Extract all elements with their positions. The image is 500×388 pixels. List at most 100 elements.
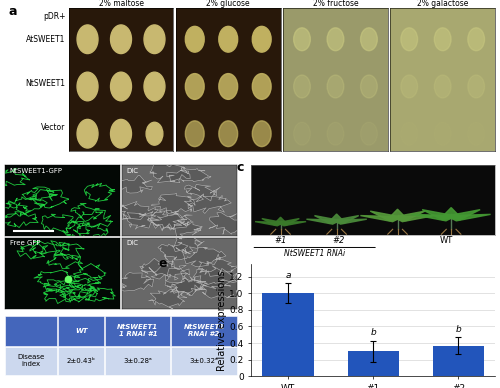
Polygon shape <box>150 211 192 230</box>
Y-axis label: Relative expressions: Relative expressions <box>216 270 226 371</box>
Text: AtSWEET1: AtSWEET1 <box>26 35 66 44</box>
FancyBboxPatch shape <box>172 347 236 375</box>
Polygon shape <box>172 276 207 296</box>
Text: a: a <box>8 5 16 18</box>
Polygon shape <box>277 222 306 226</box>
Polygon shape <box>441 208 462 218</box>
Title: 2% fructose: 2% fructose <box>312 0 358 8</box>
Circle shape <box>327 28 344 51</box>
Polygon shape <box>149 261 189 281</box>
Text: c: c <box>236 161 244 174</box>
Circle shape <box>327 122 344 145</box>
Polygon shape <box>168 221 202 237</box>
Polygon shape <box>184 184 220 202</box>
Polygon shape <box>184 194 232 213</box>
Bar <box>348 352 399 376</box>
Circle shape <box>468 75 484 98</box>
Circle shape <box>219 121 238 147</box>
Text: pDR+: pDR+ <box>43 12 66 21</box>
Text: WT: WT <box>75 327 88 334</box>
Polygon shape <box>198 260 240 276</box>
Text: DIC: DIC <box>127 241 139 246</box>
Text: WT: WT <box>440 236 453 245</box>
Circle shape <box>360 122 378 145</box>
Polygon shape <box>148 211 186 231</box>
Polygon shape <box>150 164 190 183</box>
Polygon shape <box>209 212 249 234</box>
Circle shape <box>401 28 417 51</box>
Circle shape <box>110 25 132 54</box>
Text: a: a <box>285 271 290 280</box>
Circle shape <box>144 72 165 101</box>
Circle shape <box>468 28 484 51</box>
FancyBboxPatch shape <box>106 316 170 346</box>
Circle shape <box>434 28 451 51</box>
Text: 3±0.32ᵃ: 3±0.32ᵃ <box>190 358 218 364</box>
Polygon shape <box>165 276 203 296</box>
Polygon shape <box>184 247 226 267</box>
Text: Free GFP: Free GFP <box>10 241 40 246</box>
Polygon shape <box>172 233 204 254</box>
Text: Disease
index: Disease index <box>18 355 44 367</box>
Circle shape <box>252 121 271 147</box>
Circle shape <box>434 75 451 98</box>
Polygon shape <box>152 193 195 215</box>
Polygon shape <box>442 210 480 220</box>
Title: 2% glucose: 2% glucose <box>206 0 250 8</box>
Circle shape <box>186 121 204 147</box>
Text: b: b <box>456 325 461 334</box>
FancyBboxPatch shape <box>58 347 104 375</box>
Circle shape <box>219 26 238 52</box>
Circle shape <box>401 75 417 98</box>
Polygon shape <box>389 211 425 221</box>
Bar <box>433 346 484 376</box>
Text: 3±0.28ᵃ: 3±0.28ᵃ <box>124 358 152 364</box>
Circle shape <box>186 26 204 52</box>
Polygon shape <box>262 218 286 225</box>
Circle shape <box>219 74 238 99</box>
Text: NtSWEET1
1 RNAi #1: NtSWEET1 1 RNAi #1 <box>118 324 158 337</box>
Circle shape <box>327 75 344 98</box>
Polygon shape <box>328 214 344 222</box>
Text: 2±0.43ᵇ: 2±0.43ᵇ <box>66 358 96 364</box>
Polygon shape <box>158 242 190 261</box>
FancyBboxPatch shape <box>6 347 57 375</box>
Polygon shape <box>201 280 244 298</box>
Circle shape <box>294 75 310 98</box>
Polygon shape <box>167 167 210 182</box>
Point <box>64 276 72 282</box>
FancyBboxPatch shape <box>6 316 57 346</box>
Circle shape <box>252 26 271 52</box>
Polygon shape <box>306 219 340 224</box>
Title: 2% galactose: 2% galactose <box>417 0 469 8</box>
Circle shape <box>146 122 163 145</box>
Polygon shape <box>422 210 460 220</box>
Polygon shape <box>314 216 344 223</box>
Polygon shape <box>332 219 367 224</box>
Polygon shape <box>388 209 407 219</box>
Polygon shape <box>370 211 406 221</box>
Polygon shape <box>412 214 457 221</box>
Circle shape <box>77 120 98 148</box>
Polygon shape <box>112 201 158 220</box>
Circle shape <box>110 72 132 101</box>
Polygon shape <box>446 214 490 221</box>
Circle shape <box>360 28 378 51</box>
Circle shape <box>77 25 98 54</box>
Text: #1: #1 <box>274 236 287 245</box>
Circle shape <box>110 120 132 148</box>
Polygon shape <box>360 216 403 222</box>
Polygon shape <box>275 218 299 225</box>
Polygon shape <box>193 266 238 289</box>
Text: Vector: Vector <box>41 123 66 132</box>
Text: #2: #2 <box>333 236 345 245</box>
Circle shape <box>77 72 98 101</box>
Circle shape <box>360 75 378 98</box>
Circle shape <box>468 122 484 145</box>
Polygon shape <box>255 222 284 226</box>
FancyBboxPatch shape <box>172 316 236 346</box>
Circle shape <box>252 74 271 99</box>
Circle shape <box>401 122 417 145</box>
Text: b: b <box>370 328 376 337</box>
Text: NtSWEET1 RNAi: NtSWEET1 RNAi <box>284 249 345 258</box>
